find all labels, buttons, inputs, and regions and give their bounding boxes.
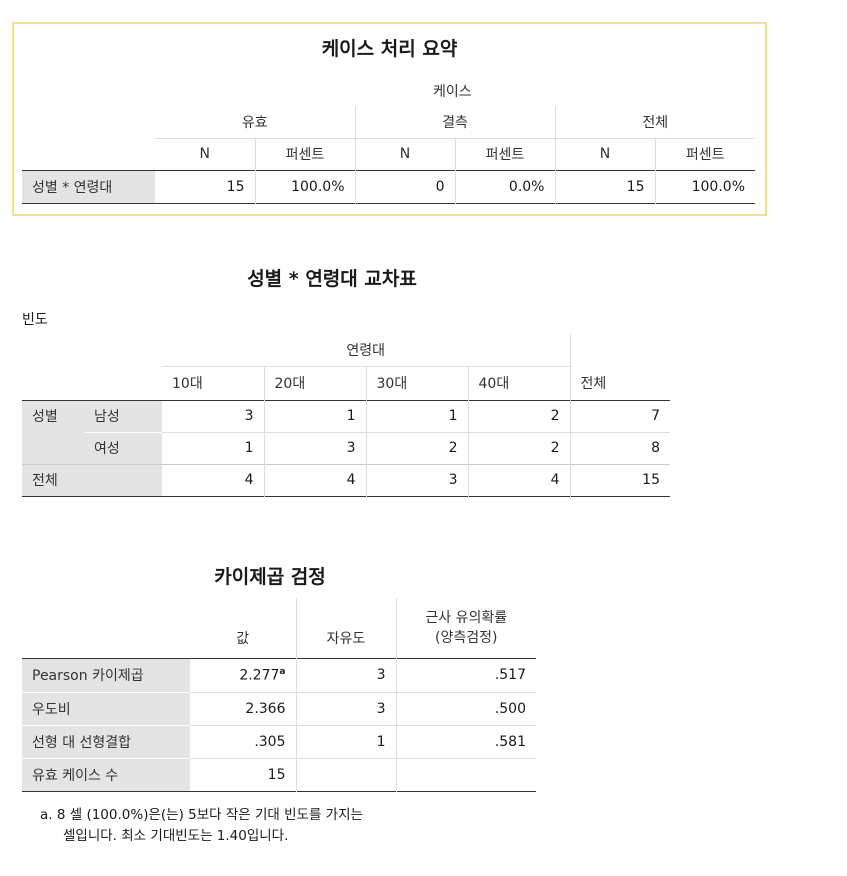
df-cell: 3 — [296, 658, 397, 692]
sub-header-percent: 퍼센트 — [455, 137, 556, 170]
crosstab-title: 성별 * 연령대 교차표 — [247, 268, 417, 290]
col-header-total: 전체 — [580, 375, 607, 392]
chisq-title: 카이제곱 검정 — [214, 566, 326, 588]
col-group-total: 전체 — [642, 114, 669, 131]
sig-cell: .500 — [494, 700, 526, 717]
col-header-10s: 10대 — [162, 365, 265, 400]
row-label-valid-n: 유효 케이스 수 — [22, 758, 190, 791]
row-label: 성별 * 연령대 — [22, 170, 155, 203]
case-summary-table: 케이스 유효 결측 전체 N 퍼센트 N 퍼센트 N 퍼센트 성별 * 연령대 … — [22, 76, 755, 204]
sub-header-percent: 퍼센트 — [655, 137, 755, 170]
count-cell: 1 — [162, 432, 265, 464]
count-cell: 2 — [468, 432, 571, 464]
col-header-df: 자유도 — [296, 598, 397, 658]
total-cell: 3 — [366, 464, 469, 496]
case-summary-title: 케이스 처리 요약 — [321, 38, 458, 60]
sig-cell — [396, 758, 536, 791]
crosstab-group-header: 연령대 — [162, 334, 571, 366]
case-group-header: 케이스 — [433, 84, 472, 100]
row-var-label: 성별 — [22, 400, 84, 432]
row-label-likelihood: 우도비 — [22, 692, 190, 726]
count-cell: 8 — [651, 440, 660, 456]
count-cell: 7 — [570, 400, 670, 433]
row-label-female: 여성 — [84, 432, 162, 464]
footnote-marker: a — [279, 666, 286, 677]
col-header-30s: 30대 — [366, 365, 469, 400]
count-cell: 2 — [366, 432, 469, 464]
value-cell: .305 — [190, 725, 297, 758]
value-cell: 15 — [190, 758, 297, 791]
chisq-table: 값 자유도 근사 유의확률 (양측검정) Pearson 카이제곱 2.277a… — [22, 598, 536, 792]
case-summary-panel[interactable] — [12, 22, 767, 216]
count-cell: 1 — [264, 400, 367, 433]
total-cell: 4 — [162, 464, 265, 496]
sub-header-n: N — [555, 137, 656, 170]
sub-header-n: N — [155, 137, 256, 170]
count-cell: 3 — [264, 432, 367, 464]
count-cell: 3 — [162, 400, 265, 433]
count-cell: 2 — [468, 400, 571, 433]
col-group-missing: 결측 — [355, 106, 556, 138]
col-header-40s: 40대 — [468, 365, 571, 400]
total-cell: 15 — [642, 472, 660, 488]
value-cell: 2.277a — [190, 658, 297, 692]
footnote-line1: a. 8 셀 (100.0%)은(는) 5보다 작은 기대 빈도를 가지는 — [40, 807, 363, 823]
total-cell: 4 — [468, 464, 571, 496]
df-cell — [296, 758, 397, 791]
col-header-value: 값 — [190, 598, 297, 658]
footnote-line2: 셀입니다. 최소 기대빈도는 1.40입니다. — [63, 828, 289, 844]
total-cell: 4 — [264, 464, 367, 496]
df-cell: 3 — [296, 692, 397, 725]
total-row-label: 전체 — [22, 464, 162, 496]
value-cell: 15 — [155, 170, 256, 203]
sig-header-line1: 근사 유의확률 — [425, 609, 508, 626]
value-text: 2.277 — [239, 667, 280, 684]
row-label-linear: 선형 대 선형결합 — [22, 725, 190, 759]
value-cell: 2.366 — [190, 692, 297, 725]
df-cell: 1 — [296, 725, 397, 758]
value-cell: 100.0% — [691, 178, 745, 195]
row-label-male: 남성 — [84, 400, 162, 433]
crosstab-table: 연령대 10대 20대 30대 40대 전체 성별 남성 3 1 1 2 7 여… — [22, 334, 670, 497]
count-cell: 1 — [366, 400, 469, 433]
col-group-valid: 유효 — [155, 106, 356, 138]
sig-cell: .581 — [494, 733, 526, 750]
value-cell: 100.0% — [255, 170, 356, 203]
sig-cell: .517 — [494, 667, 526, 683]
value-cell: 0.0% — [455, 170, 556, 203]
crosstab-subtitle: 빈도 — [22, 312, 48, 328]
footnote: a. 8 셀 (100.0%)은(는) 5보다 작은 기대 빈도를 가지는 셀입… — [40, 805, 363, 847]
value-cell: 0 — [355, 170, 456, 203]
col-header-sig: 근사 유의확률 (양측검정) — [396, 598, 536, 658]
sub-header-percent: 퍼센트 — [255, 137, 356, 170]
row-label-pearson: Pearson 카이제곱 — [22, 658, 190, 693]
col-header-20s: 20대 — [264, 365, 367, 400]
sub-header-n: N — [355, 137, 456, 170]
sig-header-line2: (양측검정) — [435, 629, 498, 646]
value-cell: 15 — [555, 170, 656, 203]
